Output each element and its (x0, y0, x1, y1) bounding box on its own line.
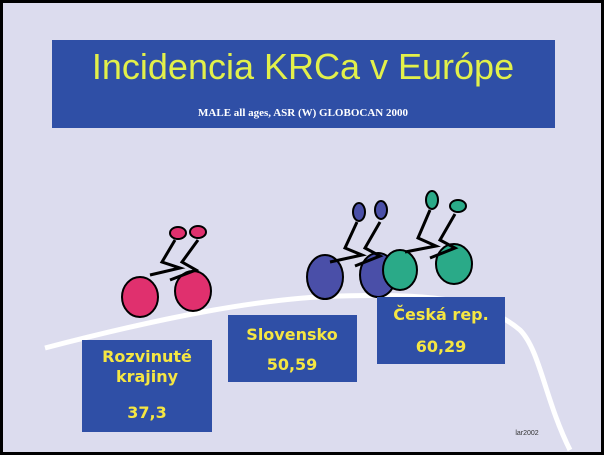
subtitle: MALE all ages, ASR (W) GLOBOCAN 2000 (198, 107, 408, 119)
title: Incidencia KRCa v Európe (92, 46, 514, 87)
page: Incidencia KRCa v Európe MALE all ages, … (0, 0, 604, 455)
box-label: Slovensko (246, 325, 337, 344)
box-label: Česká rep. (393, 305, 488, 324)
box-label-line: krajiny (116, 367, 179, 386)
box-value: 60,29 (416, 337, 467, 356)
box-label-line: Rozvinuté (102, 347, 192, 366)
box-value: 37,3 (127, 403, 166, 422)
slide: Incidencia KRCa v Európe MALE all ages, … (0, 0, 604, 455)
box-value: 50,59 (267, 355, 318, 374)
footer: lar2002 (515, 430, 538, 437)
